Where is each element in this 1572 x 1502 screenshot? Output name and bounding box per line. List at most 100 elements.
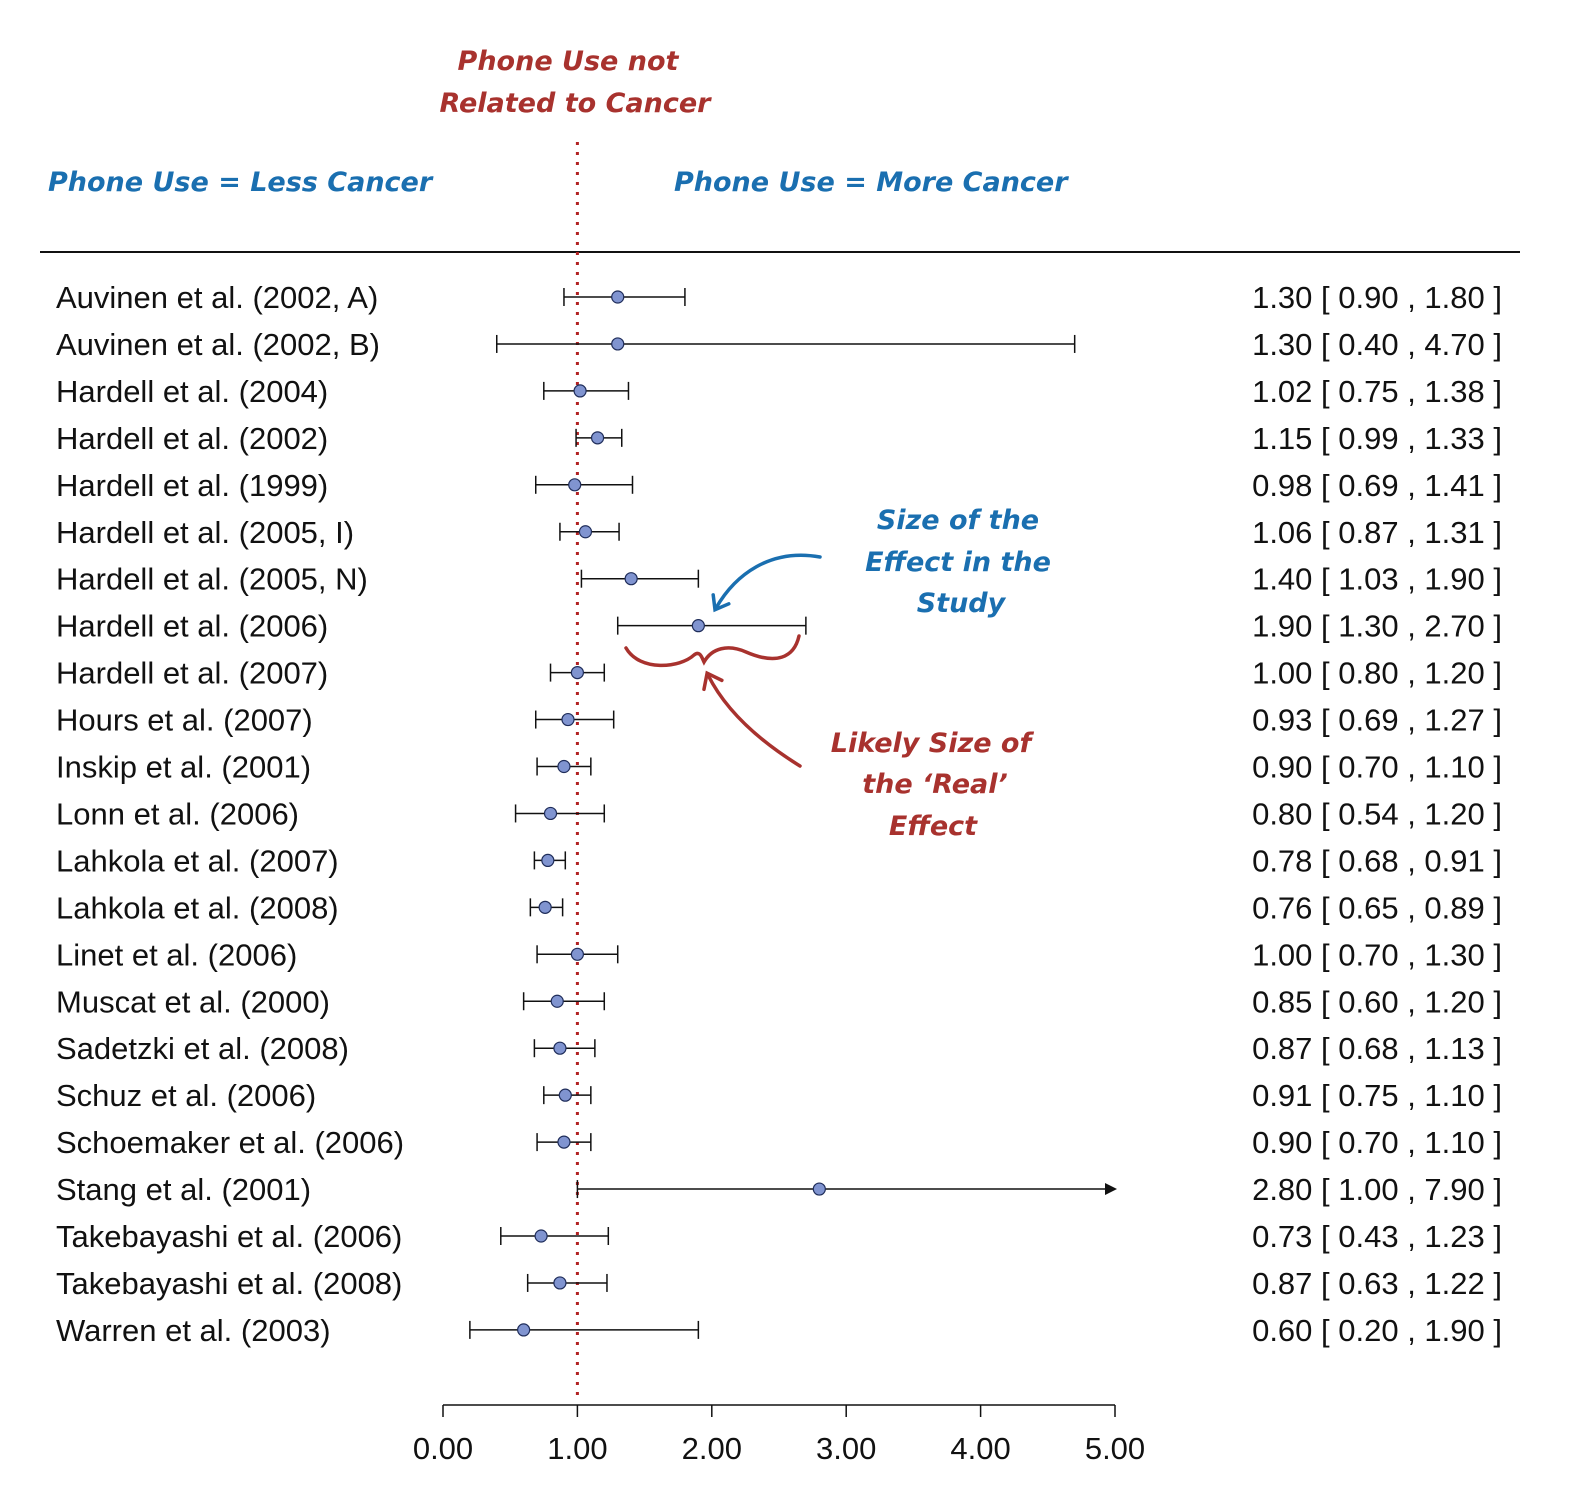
point-estimate xyxy=(611,290,625,304)
study-ci-text: 1.90 [ 1.30 , 2.70 ] xyxy=(1252,609,1502,644)
point-estimate xyxy=(550,994,564,1008)
point-estimate xyxy=(624,572,638,586)
study-ci-text: 0.90 [ 0.70 , 1.10 ] xyxy=(1252,750,1502,785)
study-name: Hardell et al. (2005, N) xyxy=(56,562,368,597)
study-name: Stang et al. (2001) xyxy=(56,1172,311,1207)
less-cancer-label: Phone Use = Less Cancer xyxy=(48,167,434,198)
study-ci-text: 2.80 [ 1.00 , 7.90 ] xyxy=(1252,1172,1502,1207)
study-ci-text: 1.30 [ 0.40 , 4.70 ] xyxy=(1252,327,1502,362)
study-name: Hardell et al. (2006) xyxy=(56,609,328,644)
x-tick-label: 2.00 xyxy=(682,1431,742,1466)
study-row: Hardell et al. (2002) 1.15 [ 0.99 , 1.33 … xyxy=(56,421,1502,456)
point-estimate xyxy=(573,384,587,398)
study-ci-text: 1.15 [ 0.99 , 1.33 ] xyxy=(1252,421,1502,456)
x-tick-label: 4.00 xyxy=(950,1431,1010,1466)
study-rows: Auvinen et al. (2002, A) 1.30 [ 0.90 , 1.… xyxy=(56,280,1502,1348)
x-tick-label: 0.00 xyxy=(413,1431,473,1466)
study-row: Lonn et al. (2006) 0.80 [ 0.54 , 1.20 ] xyxy=(56,796,1502,831)
study-name: Takebayashi et al. (2008) xyxy=(56,1266,402,1301)
point-estimate xyxy=(561,712,575,727)
point-estimate xyxy=(541,853,555,868)
study-name: Lonn et al. (2006) xyxy=(56,796,299,831)
point-estimate xyxy=(557,1135,571,1149)
study-effect-label-3: Study xyxy=(917,588,1007,619)
real-effect-label-1: Likely Size of xyxy=(831,728,1035,759)
point-estimate xyxy=(557,759,571,774)
study-row: Hardell et al. (2004) 1.02 [ 0.75 , 1.38 … xyxy=(56,374,1502,409)
study-row: Linet et al. (2006) 1.00 [ 0.70 , 1.30 ] xyxy=(56,937,1502,972)
point-estimate xyxy=(578,525,593,539)
study-name: Lahkola et al. (2008) xyxy=(56,890,339,925)
point-estimate xyxy=(534,1229,548,1243)
study-row: Warren et al. (2003) 0.60 [ 0.20 , 1.90 ] xyxy=(56,1313,1502,1348)
point-estimate xyxy=(553,1276,567,1290)
more-cancer-label: Phone Use = More Cancer xyxy=(674,167,1069,198)
study-row: Schuz et al. (2006) 0.91 [ 0.75 , 1.10 ] xyxy=(56,1078,1502,1113)
point-estimate xyxy=(538,900,552,914)
study-name: Hardell et al. (2004) xyxy=(56,374,328,409)
study-row: Takebayashi et al. (2006) 0.73 [ 0.43 , 1… xyxy=(56,1219,1502,1254)
study-name: Hours et al. (2007) xyxy=(56,703,313,738)
study-name: Sadetzki et al. (2008) xyxy=(56,1031,349,1066)
study-effect-arrow xyxy=(711,553,822,613)
study-name: Hardell et al. (1999) xyxy=(56,468,328,503)
point-estimate xyxy=(543,806,558,821)
study-row: Lahkola et al. (2007) 0.78 [ 0.68 , 0.91 … xyxy=(56,843,1502,878)
study-row: Hardell et al. (1999) 0.98 [ 0.69 , 1.41 … xyxy=(56,468,1502,503)
study-row: Hours et al. (2007) 0.93 [ 0.69 , 1.27 ] xyxy=(56,703,1502,738)
study-ci-text: 0.91 [ 0.75 , 1.10 ] xyxy=(1252,1078,1502,1113)
study-row: Hardell et al. (2007) 1.00 [ 0.80 , 1.20 … xyxy=(56,656,1502,691)
x-tick-label: 1.00 xyxy=(547,1431,607,1466)
point-estimate xyxy=(517,1323,531,1337)
study-name: Hardell et al. (2005, I) xyxy=(56,515,354,550)
study-row: Schoemaker et al. (2006) 0.90 [ 0.70 , 1.… xyxy=(56,1125,1502,1160)
study-ci-text: 1.06 [ 0.87 , 1.31 ] xyxy=(1252,515,1502,550)
study-name: Auvinen et al. (2002, A) xyxy=(56,280,378,315)
study-name: Linet et al. (2006) xyxy=(56,937,297,972)
study-ci-text: 1.00 [ 0.80 , 1.20 ] xyxy=(1252,656,1502,691)
study-ci-text: 0.87 [ 0.63 , 1.22 ] xyxy=(1252,1266,1502,1301)
study-row: Hardell et al. (2006) 1.90 [ 1.30 , 2.70 … xyxy=(56,609,1502,644)
study-ci-text: 0.80 [ 0.54 , 1.20 ] xyxy=(1252,796,1502,831)
x-axis: 0.00 1.00 2.00 3.00 4.00 5.00 xyxy=(413,1404,1145,1466)
point-estimate xyxy=(611,337,625,351)
study-name: Schoemaker et al. (2006) xyxy=(56,1125,404,1160)
study-ci-text: 0.78 [ 0.68 , 0.91 ] xyxy=(1252,843,1502,878)
x-tick-label: 3.00 xyxy=(816,1431,876,1466)
x-tick-label: 5.00 xyxy=(1085,1431,1145,1466)
study-ci-text: 0.98 [ 0.69 , 1.41 ] xyxy=(1252,468,1502,503)
study-name: Lahkola et al. (2007) xyxy=(56,843,339,878)
study-name: Hardell et al. (2007) xyxy=(56,656,328,691)
point-estimate xyxy=(570,947,585,961)
reference-line-label-1: Phone Use not xyxy=(458,46,680,77)
reference-line-label-2: Related to Cancer xyxy=(440,88,713,119)
point-estimate xyxy=(558,1088,572,1102)
study-ci-text: 0.90 [ 0.70 , 1.10 ] xyxy=(1252,1125,1502,1160)
study-ci-text: 1.02 [ 0.75 , 1.38 ] xyxy=(1252,374,1502,409)
point-estimate xyxy=(553,1041,567,1055)
study-ci-text: 0.60 [ 0.20 , 1.90 ] xyxy=(1252,1313,1502,1348)
point-estimate xyxy=(568,478,582,492)
study-name: Takebayashi et al. (2006) xyxy=(56,1219,402,1254)
point-estimate xyxy=(812,1182,826,1196)
study-row: Hardell et al. (2005, I) 1.06 [ 0.87 , 1.… xyxy=(56,515,1502,550)
study-name: Schuz et al. (2006) xyxy=(56,1078,316,1113)
study-name: Hardell et al. (2002) xyxy=(56,421,328,456)
study-row: Sadetzki et al. (2008) 0.87 [ 0.68 , 1.13… xyxy=(56,1031,1502,1066)
study-ci-text: 0.73 [ 0.43 , 1.23 ] xyxy=(1252,1219,1502,1254)
study-ci-text: 0.87 [ 0.68 , 1.13 ] xyxy=(1252,1031,1502,1066)
study-row: Takebayashi et al. (2008) 0.87 [ 0.63 , 1… xyxy=(56,1266,1502,1301)
study-effect-label-1: Size of the xyxy=(877,505,1039,536)
point-estimate xyxy=(691,619,705,633)
point-estimate xyxy=(590,431,605,445)
study-name: Auvinen et al. (2002, B) xyxy=(56,327,380,362)
real-effect-arrow xyxy=(702,670,802,768)
study-row: Hardell et al. (2005, N) 1.40 [ 1.03 , 1.… xyxy=(56,562,1502,597)
real-effect-brace xyxy=(624,634,801,668)
study-row: Auvinen et al. (2002, A) 1.30 [ 0.90 , 1.… xyxy=(56,280,1502,315)
study-name: Inskip et al. (2001) xyxy=(56,750,311,785)
study-ci-text: 0.93 [ 0.69 , 1.27 ] xyxy=(1252,703,1502,738)
real-effect-label-2: the ‘Real’ xyxy=(862,769,1008,800)
study-row: Auvinen et al. (2002, B) 1.30 [ 0.40 , 4.… xyxy=(56,327,1502,362)
